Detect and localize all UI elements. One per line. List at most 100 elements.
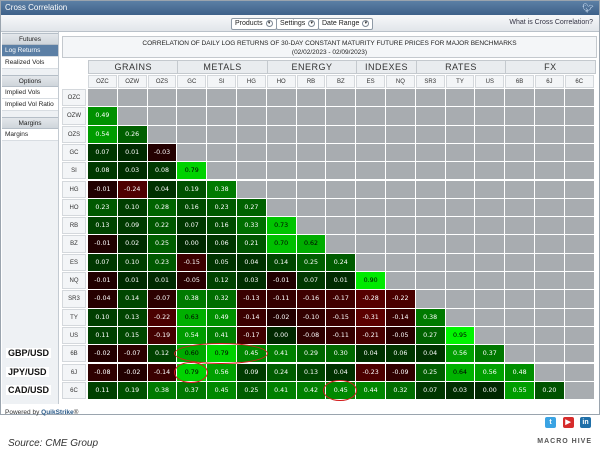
heatmap-cell: 0.10 [88,308,117,326]
heatmap-cell: 0.15 [117,326,147,345]
heatmap-empty-cell [326,125,356,143]
heatmap-empty-cell [415,107,445,125]
heatmap-empty-cell [296,198,326,217]
heatmap-empty-cell [564,89,594,107]
heatmap-empty-cell [237,89,266,107]
heatmap-cell: -0.11 [266,290,296,308]
heatmap-cell: 0.95 [445,326,475,345]
column-header-row: OZC OZW OZS GC SI HG HO RB BZ ES NQ SR3 TY US 6B 6J 6C [88,74,596,89]
linkedin-icon[interactable]: in [580,417,591,428]
heatmap-cell: 0.22 [147,217,177,235]
heatmap-empty-cell [505,198,534,217]
row-header: SI [62,162,86,180]
heatmap-cell: 0.04 [415,345,445,363]
column-header: SR3 [415,75,445,88]
products-dropdown[interactable]: Products ▾ [231,18,277,30]
heatmap-empty-cell [326,162,356,180]
sidebar-item-implied-vol-ratio[interactable]: Implied Vol Ratio [2,99,58,111]
heatmap-empty-cell [535,253,564,271]
heatmap-cell: 0.44 [356,381,385,400]
heatmap-empty-cell [266,143,296,162]
heatmap-empty-cell [535,107,564,125]
heatmap-empty-cell [356,235,385,253]
heatmap-empty-cell [386,253,415,271]
heatmap-empty-cell [564,272,594,290]
heatmap-cell: -0.05 [386,326,415,345]
heatmap-cell: -0.14 [386,308,415,326]
heatmap-cell: 0.20 [535,381,564,400]
row-header: GC [62,143,86,162]
heatmap-empty-cell [445,235,475,253]
heatmap-empty-cell [177,125,207,143]
quikstrike-brand[interactable]: QuikStrike [41,409,74,416]
heatmap-empty-cell [296,180,326,198]
youtube-icon[interactable]: ▶ [562,417,574,428]
sidebar-item-realized-vols[interactable]: Realized Vols [2,57,58,69]
heatmap-cell: 0.12 [147,345,177,363]
sidebar-item-margins[interactable]: Margins [2,129,58,141]
heatmap-empty-cell [505,180,534,198]
sidebar: Futures Log Returns Realized Vols Options Im… [2,32,59,404]
heatmap-cell: 0.09 [237,363,266,381]
heatmap-empty-cell [535,308,564,326]
row-header: HG [62,180,86,198]
settings-label: Settings [280,20,306,27]
sidebar-item-implied-vols[interactable]: Implied Vols [2,87,58,99]
heatmap-cell: -0.23 [356,363,385,381]
highlight-circle [174,361,209,383]
heatmap-empty-cell [535,162,564,180]
twitter-icon[interactable]: t [545,417,557,428]
heatmap-empty-cell [475,143,505,162]
heatmap-empty-cell [445,162,475,180]
heatmap-empty-cell [415,253,445,271]
powered-by-text: Powered by [5,409,40,416]
heatmap-empty-cell [296,162,326,180]
heatmap-empty-cell [475,235,505,253]
heatmap-cell: 0.07 [88,143,117,162]
heatmap-empty-cell [564,253,594,271]
heatmap-empty-cell [415,272,445,290]
app-window: Cross Correlation 🐦︎ Products ▾ Settings ▾… [0,0,600,428]
heatmap-empty-cell [356,89,385,107]
column-header: TY [445,75,475,88]
heatmap-empty-cell [266,107,296,125]
heatmap-empty-cell [475,290,505,308]
heatmap-cell: 0.05 [207,253,236,271]
heatmap-empty-cell [535,363,564,381]
heatmap-cell: 0.07 [415,381,445,400]
heatmap-empty-cell [535,326,564,345]
heatmap-empty-cell [207,125,236,143]
chart-title: CORRELATION OF DAILY LOG RETURNS OF 30-D… [62,36,597,58]
heatmap-empty-cell [415,290,445,308]
heatmap-empty-cell [326,217,356,235]
heatmap-cell: 0.55 [505,381,534,400]
chevron-down-icon: ▾ [308,19,316,27]
heatmap-empty-cell [564,198,594,217]
heatmap-empty-cell [386,125,415,143]
fx-annotation-label: JPY/USD [6,366,49,377]
heatmap-empty-cell [237,143,266,162]
heatmap-cell: 0.10 [117,253,147,271]
heatmap-empty-cell [445,125,475,143]
heatmap-cell: 0.13 [88,217,117,235]
heatmap-empty-cell [475,217,505,235]
heatmap-cell: 0.41 [266,381,296,400]
heatmap-empty-cell [117,107,147,125]
what-is-cross-correlation-link[interactable]: What is Cross Correlation? [509,19,593,26]
heatmap-empty-cell [564,107,594,125]
heatmap-cell: 0.70 [266,235,296,253]
heatmap-cell: -0.15 [177,253,207,271]
heatmap-empty-cell [445,308,475,326]
heatmap-empty-cell [475,180,505,198]
twitter-icon[interactable]: 🐦︎ [582,3,594,13]
highlight-circle [323,379,358,402]
date-range-dropdown[interactable]: Date Range ▾ [318,18,374,30]
group-header-indexes: INDEXES [357,61,417,73]
heatmap-empty-cell [356,143,385,162]
heatmap-empty-cell [505,290,534,308]
heatmap-empty-cell [386,162,415,180]
heatmap-cell: -0.22 [147,308,177,326]
settings-dropdown[interactable]: Settings ▾ [276,18,320,30]
column-header: OZC [88,75,117,88]
sidebar-item-log-returns[interactable]: Log Returns [2,45,58,57]
